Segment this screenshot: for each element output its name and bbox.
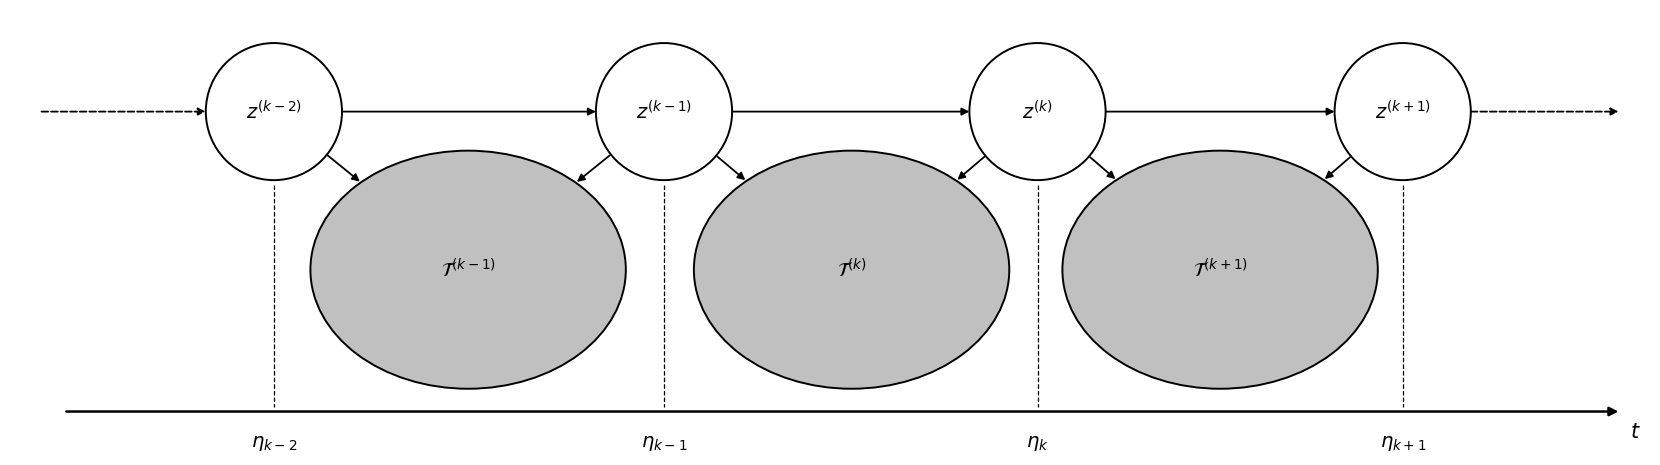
Text: $\eta_{k}$: $\eta_{k}$ — [1026, 434, 1049, 453]
Ellipse shape — [969, 43, 1106, 180]
Ellipse shape — [310, 151, 626, 389]
Ellipse shape — [596, 43, 732, 180]
Text: $\eta_{k-2}$: $\eta_{k-2}$ — [251, 434, 297, 453]
Text: $\eta_{k-1}$: $\eta_{k-1}$ — [641, 434, 687, 453]
Ellipse shape — [1335, 43, 1471, 180]
Text: $z^{(k)}$: $z^{(k)}$ — [1023, 100, 1052, 123]
Text: $z^{(k+1)}$: $z^{(k+1)}$ — [1374, 100, 1431, 123]
Text: $\mathcal{T}^{(k-1)}$: $\mathcal{T}^{(k-1)}$ — [440, 258, 496, 281]
Ellipse shape — [206, 43, 342, 180]
Text: $z^{(k-1)}$: $z^{(k-1)}$ — [636, 100, 692, 123]
Text: $\eta_{k+1}$: $\eta_{k+1}$ — [1379, 434, 1426, 453]
Text: $\mathcal{T}^{(k)}$: $\mathcal{T}^{(k)}$ — [837, 258, 867, 281]
Text: $t$: $t$ — [1630, 422, 1642, 443]
Ellipse shape — [1062, 151, 1378, 389]
Ellipse shape — [694, 151, 1009, 389]
Text: $z^{(k-2)}$: $z^{(k-2)}$ — [246, 100, 302, 123]
Text: $\mathcal{T}^{(k+1)}$: $\mathcal{T}^{(k+1)}$ — [1192, 258, 1248, 281]
